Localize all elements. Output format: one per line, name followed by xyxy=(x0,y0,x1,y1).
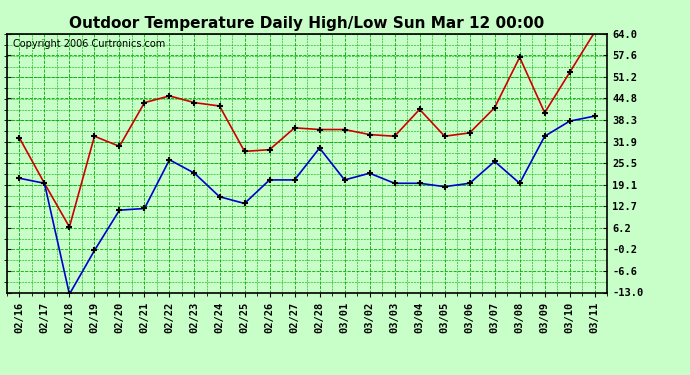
Text: Copyright 2006 Curtronics.com: Copyright 2006 Curtronics.com xyxy=(13,39,165,49)
Title: Outdoor Temperature Daily High/Low Sun Mar 12 00:00: Outdoor Temperature Daily High/Low Sun M… xyxy=(70,16,544,31)
